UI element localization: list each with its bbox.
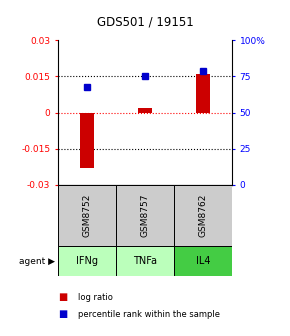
Bar: [116, 247, 174, 276]
Text: IFNg: IFNg: [76, 256, 98, 266]
Text: GSM8757: GSM8757: [140, 194, 150, 238]
Bar: [174, 247, 232, 276]
Bar: [196, 74, 210, 113]
Text: ■: ■: [58, 292, 67, 302]
Bar: [174, 185, 232, 247]
Text: GDS501 / 19151: GDS501 / 19151: [97, 15, 193, 29]
Bar: [138, 108, 152, 113]
Text: agent ▶: agent ▶: [19, 256, 55, 265]
Bar: [58, 185, 116, 247]
Bar: [58, 247, 116, 276]
Text: IL4: IL4: [196, 256, 210, 266]
Text: TNFa: TNFa: [133, 256, 157, 266]
Text: ■: ■: [58, 309, 67, 319]
Text: GSM8752: GSM8752: [82, 194, 92, 237]
Text: GSM8762: GSM8762: [198, 194, 208, 237]
Bar: [116, 185, 174, 247]
Text: log ratio: log ratio: [78, 293, 113, 302]
Text: percentile rank within the sample: percentile rank within the sample: [78, 310, 220, 319]
Bar: [80, 113, 94, 168]
